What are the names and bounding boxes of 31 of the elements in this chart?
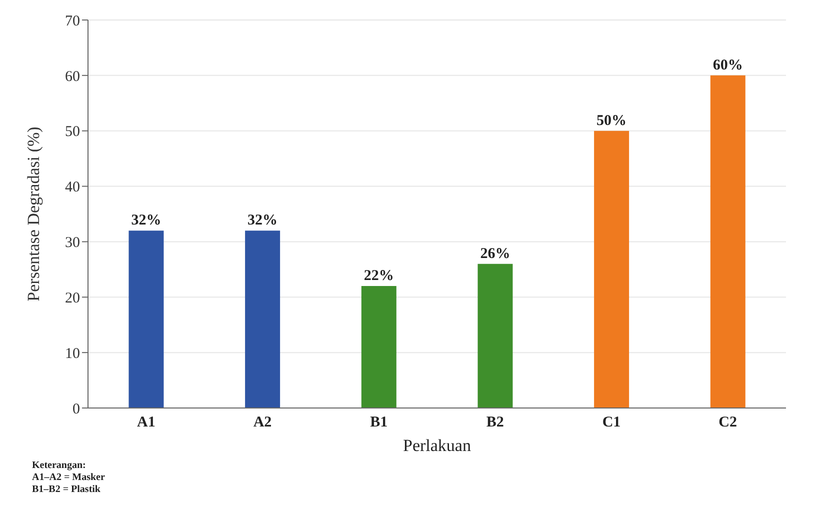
- x-tick-label: A2: [253, 414, 272, 431]
- data-label: 50%: [596, 112, 627, 129]
- data-label: 32%: [248, 212, 278, 229]
- bar: [594, 130, 630, 408]
- x-tick-label: C2: [718, 414, 738, 431]
- bar: [245, 230, 280, 408]
- data-label: 60%: [712, 57, 743, 74]
- y-tick-label: 40: [65, 180, 80, 196]
- y-axis-title: Persentase Degradasi (%): [24, 126, 44, 302]
- data-label: 32%: [131, 212, 162, 229]
- data-label: 26%: [480, 246, 510, 262]
- y-tick-label: 0: [72, 401, 80, 418]
- y-tick-label: 70: [65, 13, 80, 30]
- bar: [128, 230, 164, 408]
- bar: [478, 264, 513, 408]
- x-tick-label: B2: [486, 414, 504, 431]
- x-tick-label: A1: [136, 414, 156, 431]
- y-tick-label: 10: [65, 346, 80, 362]
- bar: [710, 75, 746, 408]
- y-tick-label: 20: [65, 290, 80, 306]
- text: B1–B2 = Plastik: [32, 484, 102, 496]
- x-tick-label: B1: [370, 414, 388, 431]
- text: Keterangan:: [32, 460, 87, 472]
- y-tick-label: 60: [65, 68, 80, 85]
- y-tick-label: 30: [65, 235, 80, 252]
- x-tick-label: C1: [602, 414, 621, 431]
- data-label: 22%: [364, 268, 394, 284]
- y-tick-label: 50: [65, 124, 80, 140]
- text: A1–A2 = Masker: [32, 472, 105, 484]
- x-axis-title: Perlakuan: [403, 436, 472, 455]
- bar: [361, 286, 396, 408]
